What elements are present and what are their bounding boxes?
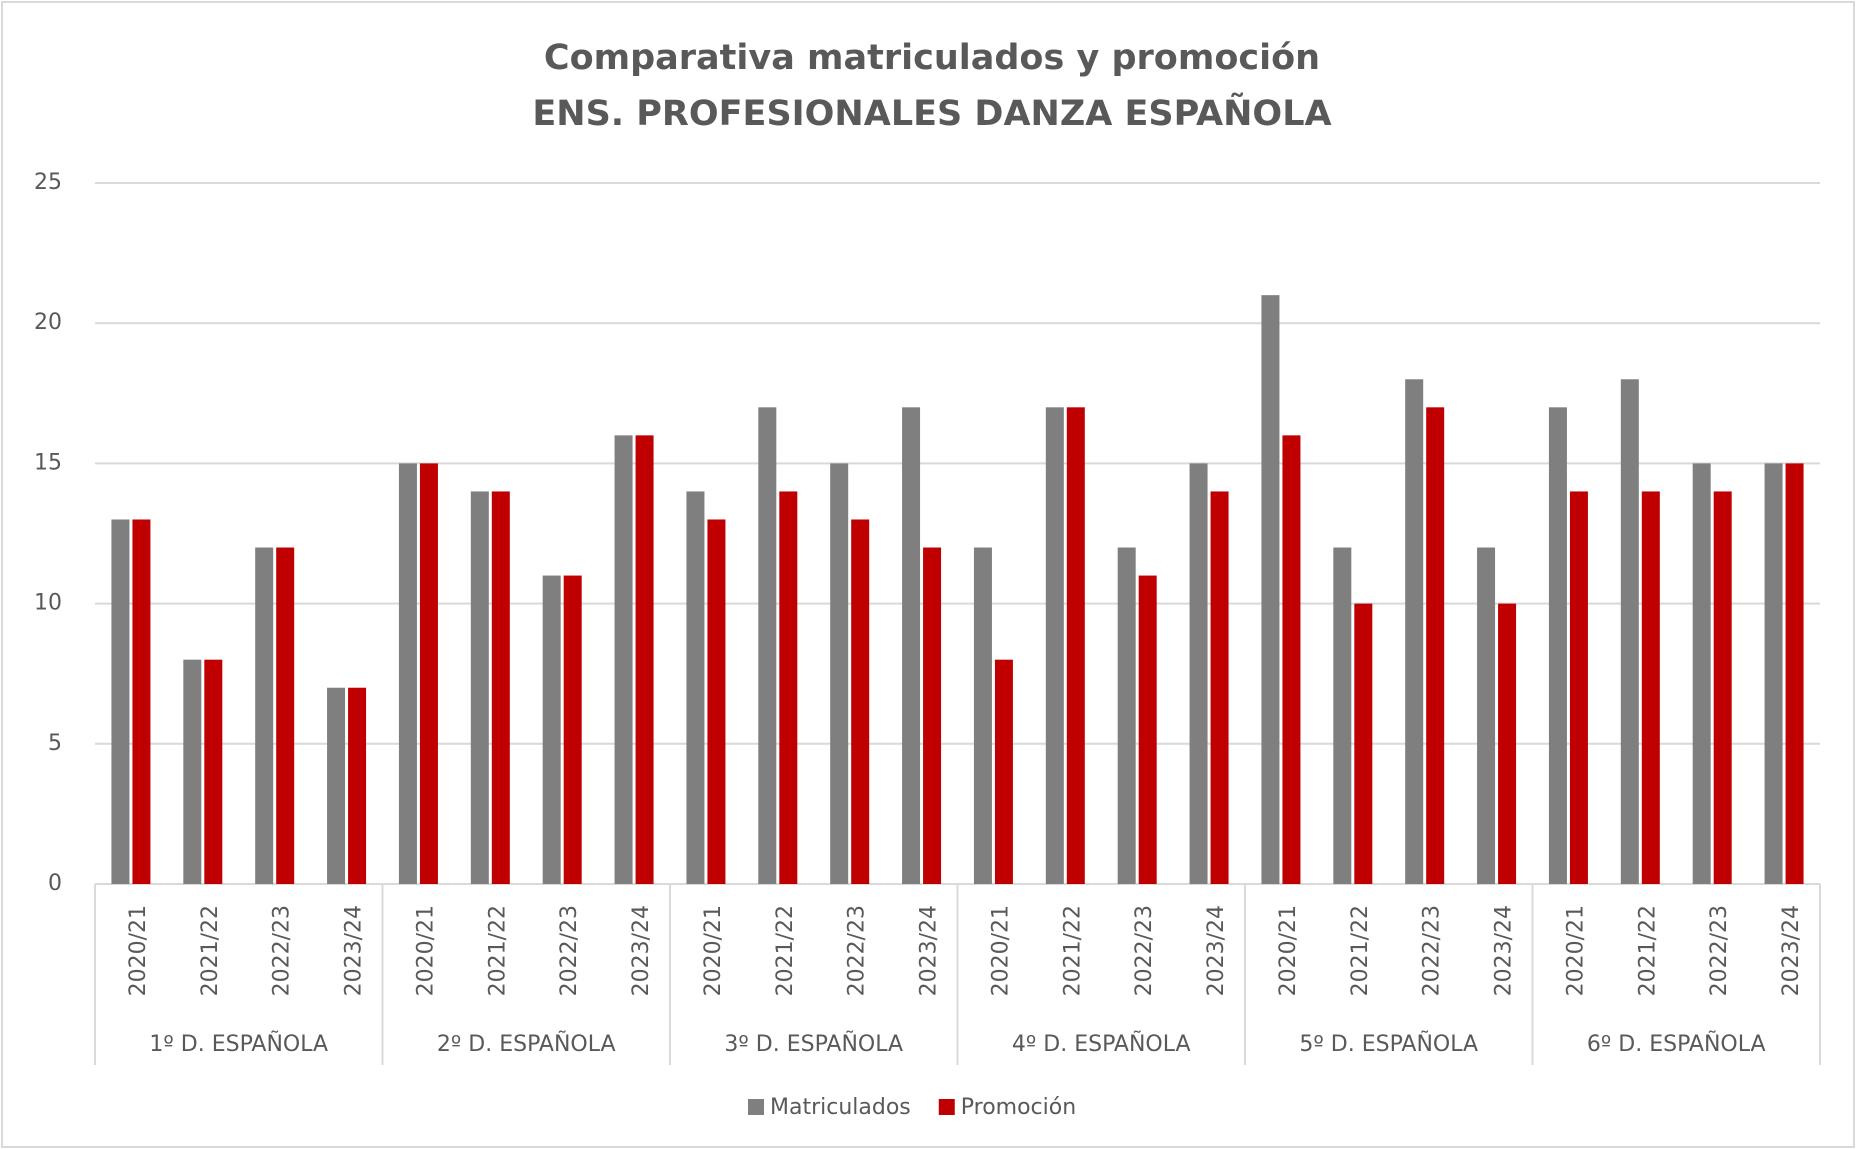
bar: [1620, 379, 1639, 884]
bar: [183, 659, 202, 884]
bar: [1045, 407, 1064, 884]
x-tick-label: 2022/23: [557, 905, 582, 996]
bar: [1569, 491, 1588, 884]
bar: [398, 463, 417, 884]
bar: [1692, 463, 1711, 884]
bar: [542, 575, 561, 884]
y-tick-label: 0: [48, 871, 62, 896]
group-label: 3º D. ESPAÑOLA: [724, 1030, 903, 1057]
bar: [1282, 435, 1301, 884]
bar: [327, 687, 346, 884]
bar: [1764, 463, 1783, 884]
bar: [1548, 407, 1567, 884]
bar: [255, 547, 274, 884]
bar: [614, 435, 633, 884]
y-tick-label: 5: [48, 731, 62, 756]
bar: [204, 659, 223, 884]
legend-label: Promoción: [961, 1095, 1076, 1120]
group-label: 2º D. ESPAÑOLA: [437, 1030, 616, 1057]
x-tick-label: 2022/23: [1132, 905, 1157, 996]
x-tick-label: 2020/21: [413, 905, 438, 996]
legend-swatch: [938, 1099, 955, 1115]
legend-label: Matriculados: [770, 1095, 911, 1120]
bar: [686, 491, 705, 884]
x-tick-label: 2023/24: [1204, 905, 1229, 996]
x-tick-label: 2021/22: [1348, 905, 1373, 996]
x-tick-label: 2021/22: [485, 905, 510, 996]
x-tick-label: 2020/21: [988, 905, 1013, 996]
bar: [973, 547, 992, 884]
legend-swatch: [748, 1099, 764, 1115]
bar: [994, 659, 1013, 884]
x-tick-label: 2020/21: [701, 905, 726, 996]
group-label: 6º D. ESPAÑOLA: [1587, 1030, 1766, 1057]
bar: [348, 687, 367, 884]
y-tick-label: 15: [34, 450, 62, 475]
x-tick-label: 2021/22: [198, 905, 223, 996]
bar: [1426, 407, 1445, 884]
bar: [707, 519, 726, 884]
x-tick-label: 2020/21: [1276, 905, 1301, 996]
bar: [1477, 547, 1496, 884]
bar: [491, 491, 510, 884]
bar: [902, 407, 921, 884]
bar: [923, 547, 942, 884]
x-tick-label: 2020/21: [1563, 905, 1588, 996]
bar: [758, 407, 777, 884]
x-tick-label: 2021/22: [773, 905, 798, 996]
x-tick-label: 2021/22: [1060, 905, 1085, 996]
bar: [1641, 491, 1660, 884]
bar: [563, 575, 582, 884]
x-tick-label: 2023/24: [917, 905, 942, 996]
bar: [830, 463, 849, 884]
bar: [1405, 379, 1424, 884]
bar: [1066, 407, 1085, 884]
group-label: 4º D. ESPAÑOLA: [1012, 1030, 1191, 1057]
bar: [1117, 547, 1136, 884]
bar: [1713, 491, 1732, 884]
bar: [419, 463, 438, 884]
bar: [470, 491, 489, 884]
bar: [1138, 575, 1157, 884]
y-tick-label: 20: [34, 310, 62, 335]
chart-subtitle: ENS. PROFESIONALES DANZA ESPAÑOLA: [532, 92, 1331, 134]
bar: [1498, 603, 1517, 884]
bar: [276, 547, 295, 884]
bar: [1210, 491, 1229, 884]
bar: [132, 519, 151, 884]
x-tick-label: 2023/24: [342, 905, 367, 996]
bar: [779, 491, 798, 884]
y-tick-label: 25: [34, 170, 62, 195]
x-tick-label: 2022/23: [1707, 905, 1732, 996]
x-tick-label: 2023/24: [629, 905, 654, 996]
bar: [635, 435, 654, 884]
x-tick-label: 2022/23: [1420, 905, 1445, 996]
bar: [851, 519, 870, 884]
bar: [1785, 463, 1804, 884]
bar: [1261, 295, 1280, 884]
bar: [1189, 463, 1208, 884]
bar: [111, 519, 130, 884]
x-tick-label: 2021/22: [1635, 905, 1660, 996]
x-tick-label: 2020/21: [126, 905, 151, 996]
y-tick-label: 10: [34, 591, 62, 616]
group-label: 5º D. ESPAÑOLA: [1299, 1030, 1478, 1057]
bar: [1354, 603, 1373, 884]
x-tick-label: 2023/24: [1492, 905, 1517, 996]
bar: [1333, 547, 1352, 884]
x-tick-label: 2023/24: [1779, 905, 1804, 996]
chart-title: Comparativa matriculados y promoción: [544, 38, 1320, 78]
x-tick-label: 2022/23: [845, 905, 870, 996]
x-tick-label: 2022/23: [270, 905, 295, 996]
group-label: 1º D. ESPAÑOLA: [149, 1030, 328, 1057]
